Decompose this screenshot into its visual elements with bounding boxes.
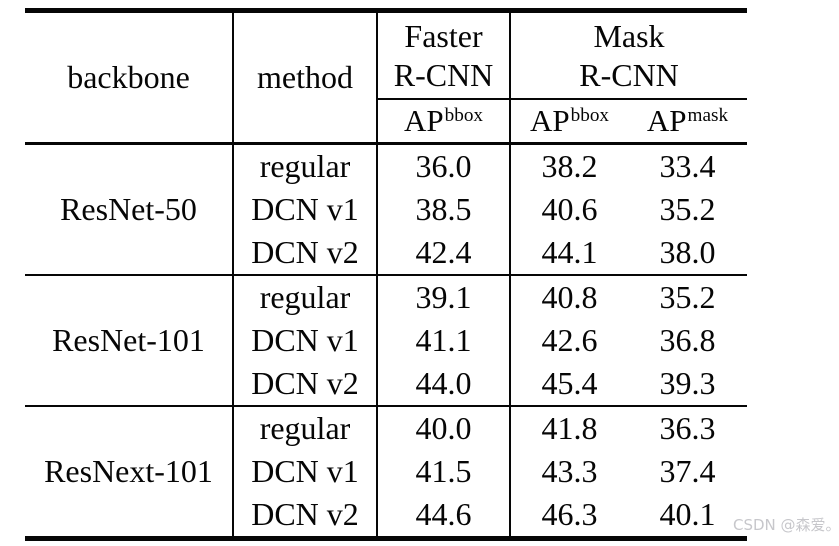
faster-apbbox-cell: 44.6 <box>377 493 511 539</box>
table-row: DCN v2 44.0 45.4 39.3 <box>25 362 747 406</box>
mask-apbbox-cell: 41.8 <box>510 405 628 450</box>
mask-apbbox-cell: 46.3 <box>541 496 598 532</box>
method-cell: DCN v1 <box>233 188 378 231</box>
mask-apmask-cell: 39.3 <box>659 365 716 401</box>
faster-apbbox-cell: 38.5 <box>377 188 511 231</box>
mask-apmask-cell: 35.2 <box>659 191 716 227</box>
faster-apbbox-cell: 41.1 <box>377 319 511 362</box>
faster-apbbox-cell: 42.4 <box>377 231 511 275</box>
faster-apbbox-cell: 36.0 <box>377 142 511 188</box>
backbone-cell-resnet50: ResNet-50 <box>25 142 234 275</box>
faster-apbbox-cell: 41.5 <box>377 450 511 493</box>
mask-apbbox-cell: 44.1 <box>541 234 598 270</box>
mask-apmask-cell: 33.4 <box>628 142 747 188</box>
table-row: ResNet-50 regular 36.0 38.2 33.4 <box>25 142 747 275</box>
mask-apbbox-cell: 45.4 <box>541 365 598 401</box>
header-mask-ap-bbox: APbbox <box>510 99 628 144</box>
mask-apmask-cell: 36.3 <box>628 405 747 450</box>
table-row: DCN v1 41.5 43.3 37.4 <box>25 450 747 493</box>
mask-apmask-cell: 36.8 <box>659 322 716 358</box>
mask-apmask-cell: 35.2 <box>628 274 747 319</box>
mask-apmask-cell: 40.1 <box>659 496 716 532</box>
header-faster-line2: R-CNN <box>393 56 494 93</box>
header-method: method <box>233 10 378 144</box>
ap-superscript-bbox: bbox <box>444 105 484 127</box>
header-backbone: backbone <box>25 10 234 144</box>
ap-superscript-mask: mask <box>687 105 729 127</box>
method-cell: regular <box>233 274 378 319</box>
mask-apmask-cell: 37.4 <box>659 453 716 489</box>
table-row: ResNet-101 regular 39.1 40.8 35.2 <box>25 274 747 406</box>
table-row: DCN v2 44.6 46.3 40.1 <box>25 493 747 539</box>
header-faster-ap-bbox: APbbox <box>377 99 511 144</box>
header-mask-rcnn: Mask R-CNN <box>510 10 747 100</box>
mask-apbbox-cell: 43.3 <box>541 453 598 489</box>
ap-label: AP <box>529 103 570 138</box>
faster-apbbox-cell: 40.0 <box>377 405 511 450</box>
header-mask-line1: Mask <box>593 17 665 54</box>
method-cell: DCN v1 <box>233 319 378 362</box>
backbone-cell-resnet101: ResNet-101 <box>25 274 234 406</box>
header-row-ap: APbbox APbbox APmask <box>25 99 747 144</box>
csdn-watermark: CSDN @森爱。 <box>733 516 839 534</box>
table-row: DCN v1 38.5 40.6 35.2 <box>25 188 747 231</box>
faster-apbbox-cell: 44.0 <box>377 362 511 406</box>
ap-label: AP <box>403 103 444 138</box>
method-cell: DCN v1 <box>233 450 378 493</box>
mask-apmask-cell: 38.0 <box>659 234 716 270</box>
method-cell: DCN v2 <box>233 493 378 539</box>
faster-apbbox-cell: 39.1 <box>377 274 511 319</box>
method-cell: regular <box>233 142 378 188</box>
method-cell: DCN v2 <box>233 362 378 406</box>
header-faster-rcnn: Faster R-CNN <box>377 10 511 100</box>
method-cell: regular <box>233 405 378 450</box>
header-row-titles: backbone method Faster R-CNN Mask R-CNN <box>25 10 747 144</box>
mask-apbbox-cell: 40.6 <box>541 191 598 227</box>
mask-apbbox-cell: 40.8 <box>510 274 628 319</box>
header-mask-ap-mask: APmask <box>628 99 747 144</box>
table-row: DCN v2 42.4 44.1 38.0 <box>25 231 747 275</box>
backbone-cell-resnext101: ResNext-101 <box>25 405 234 539</box>
method-cell: DCN v2 <box>233 231 378 275</box>
ap-superscript-bbox: bbox <box>570 105 610 127</box>
mask-apbbox-cell: 42.6 <box>541 322 598 358</box>
header-faster-line1: Faster <box>404 17 483 54</box>
results-table: backbone method Faster R-CNN Mask R-CNN … <box>25 8 747 541</box>
table-row: DCN v1 41.1 42.6 36.8 <box>25 319 747 362</box>
ap-label: AP <box>646 103 687 138</box>
table-row: ResNext-101 regular 40.0 41.8 36.3 <box>25 405 747 539</box>
header-mask-line2: R-CNN <box>579 56 679 93</box>
mask-apbbox-cell: 38.2 <box>510 142 628 188</box>
